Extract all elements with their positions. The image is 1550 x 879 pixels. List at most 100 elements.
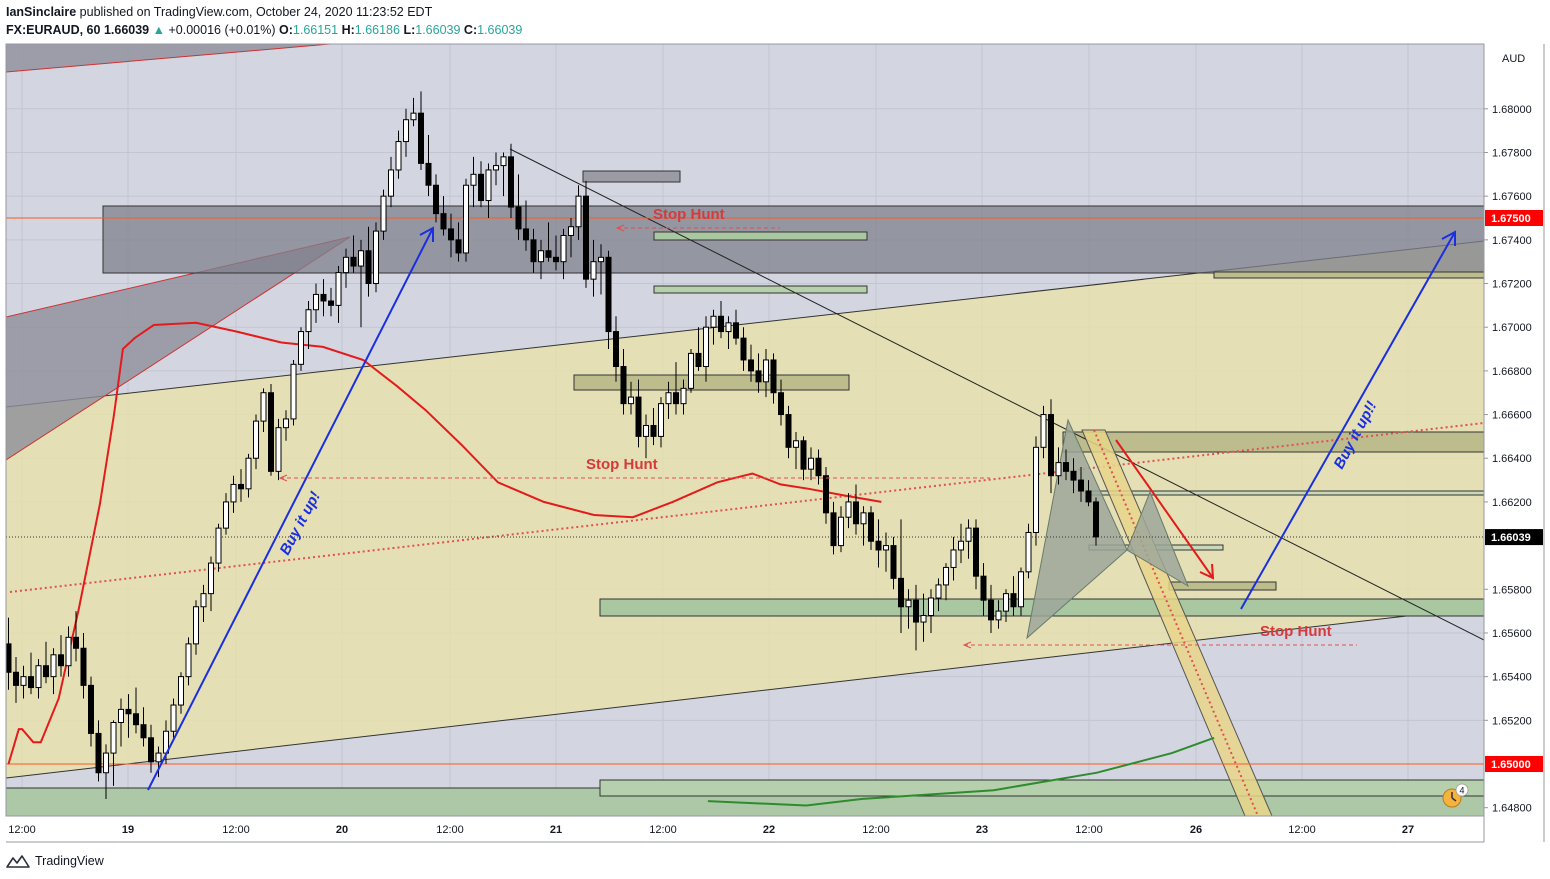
harmonic-pattern-right [1126,490,1190,588]
candle-bull [1055,462,1062,477]
x-axis[interactable]: 12:00 19 12:00 20 12:00 21 12:00 22 12:00 23 12:00… [8,824,1414,836]
candle-bull [313,293,319,311]
candle-bear [425,162,432,186]
blue-arrowhead-1 [419,226,434,242]
blue-arrow-2 [1240,231,1456,610]
candle [43,641,49,684]
candle [785,405,792,459]
price-change: +0.00016 (+0.01%) [168,23,276,37]
candle [688,349,694,393]
candle-bear [268,392,274,472]
candle-bear [148,737,154,763]
low-label: L: [403,23,416,37]
candle [943,563,949,601]
publisher-line: IanSinclaire published on TradingView.co… [6,5,432,19]
candle-bull [215,527,222,564]
zone-dark-top [582,170,681,183]
candle-bear [755,370,762,383]
candle [380,189,387,240]
y-axis[interactable]: 1.64800 1.65200 1.65400 1.65600 1.65800 1.662… [1484,104,1532,815]
candle [515,174,522,240]
candle [620,349,627,415]
candle-bull [358,250,364,267]
candle-bull [463,184,469,254]
annotation-stop-hunt-1: Stop Hunt [653,206,725,223]
x-tick-label: 12:00 [436,824,464,836]
candle [245,453,252,498]
candle [920,593,927,642]
candles [6,91,1099,799]
candle-bull [403,119,409,143]
candle-bull [590,261,597,280]
support-zone-bottom-2 [599,779,1484,797]
candle-bull [388,169,394,197]
candle-bear [913,599,919,623]
candle-bear [328,300,334,306]
candle-bull [290,363,297,420]
candle [740,327,747,371]
candle-bear [980,575,987,601]
candle [215,523,222,572]
candle [568,218,574,258]
publisher-name[interactable]: IanSinclaire [6,5,77,19]
candle-bull [253,420,259,459]
candle-bear [1085,490,1092,503]
stop-hunt-arrowhead-3 [962,641,972,649]
candle-bear [1070,470,1077,481]
candle [733,309,739,345]
candle [365,226,372,297]
tradingview-brand[interactable]: TradingView [6,852,104,870]
candle [448,213,454,258]
candle [635,379,642,448]
candle-bull [568,226,574,236]
candle-bull [860,512,867,525]
candle [643,414,649,459]
candle [335,266,342,323]
candle-bull [538,250,544,263]
red-projection-arrowhead [1199,563,1215,580]
candle [13,656,19,703]
fan-line-red-1 [6,236,351,461]
candle [695,327,702,371]
candle-bear [523,228,529,241]
price-label-level: 1.67500 [1485,210,1543,226]
candle [200,584,207,623]
zone-olive-2 [1062,431,1484,453]
alert-clock-icon[interactable]: 4 [1442,783,1469,808]
candle [80,632,87,699]
x-tick-label: 21 [550,824,562,836]
candle-bull [950,549,957,568]
zone-green-2 [653,285,868,294]
candle [1085,480,1092,507]
candle-bear [418,112,424,164]
candle-bull [193,606,199,645]
fan-line-red-3 [6,44,331,73]
x-tick-label: 12:00 [862,824,890,836]
candle [823,466,829,524]
last-price: 1.66039 [103,23,150,37]
candle-bear [748,359,754,372]
candle [875,519,882,568]
candle-bull [905,599,912,608]
candle [425,135,432,197]
x-tick-label: 12:00 [1075,824,1103,836]
dotted-trend-line [9,422,1484,593]
candle-bull [118,708,124,724]
candle [530,228,537,273]
candle [410,97,417,127]
candle [995,600,1002,629]
candle [808,447,814,481]
candle-bear [823,475,829,514]
candle-bull [598,256,604,263]
symbol-label[interactable]: FX:EURAUD, 60 [6,23,101,37]
candle-bear [770,359,777,394]
candle-bull [178,676,184,706]
y-tick-label: 1.66800 [1492,366,1532,378]
candle [613,316,619,382]
candle [935,578,942,612]
candle-bull [710,315,717,328]
candle [178,672,184,714]
zone-green-1 [653,231,868,241]
candle [928,589,934,633]
